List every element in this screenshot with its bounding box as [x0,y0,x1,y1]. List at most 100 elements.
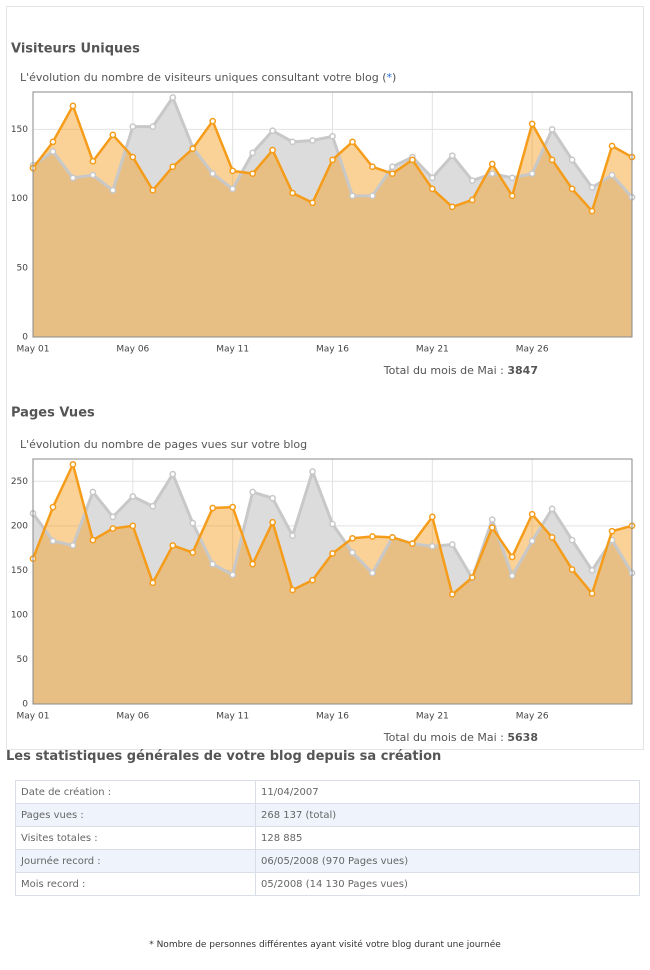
point [169,542,177,549]
point [129,153,137,161]
y-tick-label: 100 [11,610,28,620]
point [309,199,316,207]
y-tick-label: 0 [22,333,28,343]
stats-row: Mois record :05/2008 (14 130 Pages vues) [15,872,640,896]
point [229,571,237,579]
point [289,532,296,539]
total-label: Total du mois de Mai : [383,731,504,744]
total: Total du mois de Mai : 3847 [383,364,538,377]
chart-title: Visiteurs Uniques [11,42,140,57]
point [129,522,137,530]
point [369,533,376,540]
stat-label: Mois record : [15,872,256,896]
point [189,145,197,153]
point [349,549,356,556]
x-tick-label: May 11 [216,712,249,722]
point [169,94,177,101]
point [89,488,97,496]
point [49,503,57,511]
subtitle-text: L'évolution du nombre de visiteurs uniqu… [20,71,379,84]
point [428,513,436,521]
point [69,542,77,549]
x-tick-label: May 16 [316,345,349,355]
y-tick-label: 0 [22,700,28,710]
point [269,494,276,502]
stat-label: Visites totales : [15,826,256,850]
point [428,185,436,193]
point [249,149,256,157]
point [369,192,376,200]
charts: Visiteurs Uniques L'évolution du nombre d… [11,42,636,744]
area [33,464,632,704]
point [89,157,97,165]
point [389,163,396,171]
y-tick-label: 150 [11,125,28,135]
point [69,460,77,468]
plot-frame [32,91,633,338]
point [409,540,416,547]
point [149,123,157,130]
point [329,520,336,528]
point [289,586,296,594]
point [129,123,137,130]
x-tick-label: May 01 [17,712,50,722]
point [588,207,596,215]
footnote: * Nombre de personnes différentes ayant … [149,940,501,950]
total: Total du mois de Mai : 5638 [383,731,538,744]
point [269,127,276,135]
point [249,560,256,568]
point [169,470,177,478]
point [488,170,496,178]
stats-table: Date de création :11/04/2007 Pages vues :… [15,780,640,896]
point [209,117,217,125]
point [349,534,356,542]
point [488,516,496,523]
point [448,591,456,598]
total-value: 3847 [507,364,538,377]
point [468,177,476,184]
x-tick-label: May 16 [316,712,349,722]
stat-label: Pages vues : [15,803,256,827]
y-tick-label: 150 [11,566,28,576]
stat-label: Date de création : [15,780,256,804]
paren: ( [379,71,387,84]
point [369,569,376,577]
point [309,468,316,475]
point [149,186,157,194]
x-tick-label: May 21 [416,345,449,355]
point [548,505,556,513]
point [329,132,336,140]
point [209,170,217,178]
point [448,152,456,160]
point [289,189,296,197]
point [309,576,316,584]
point [568,156,576,164]
chart-subtitle: L'évolution du nombre de visiteurs uniqu… [20,71,396,84]
y-tick-label: 200 [11,521,28,531]
stats-row: Date de création :11/04/2007 [15,780,640,804]
point [329,156,336,164]
chart-subtitle: L'évolution du nombre de pages vues sur … [20,438,307,451]
point [389,534,396,541]
stats-title: Les statistiques générales de votre blog… [6,749,442,764]
area [33,105,632,338]
subtitle-text: L'évolution du nombre de pages vues sur … [20,438,307,451]
stats-row: Pages vues :268 137 (total) [15,803,640,827]
point [508,572,516,580]
point [528,537,536,545]
x-tick-label: May 06 [116,712,149,722]
point [508,553,516,561]
point [409,156,416,164]
point [149,502,157,510]
chart-title: Pages Vues [11,406,95,421]
y-tick-label: 50 [17,655,29,665]
point [329,550,336,557]
point [229,167,237,175]
point [49,148,57,155]
subtitle-link: * [387,71,393,84]
point [568,566,576,573]
point [528,170,536,178]
point [309,137,316,144]
stat-label: Journée record : [15,849,256,873]
